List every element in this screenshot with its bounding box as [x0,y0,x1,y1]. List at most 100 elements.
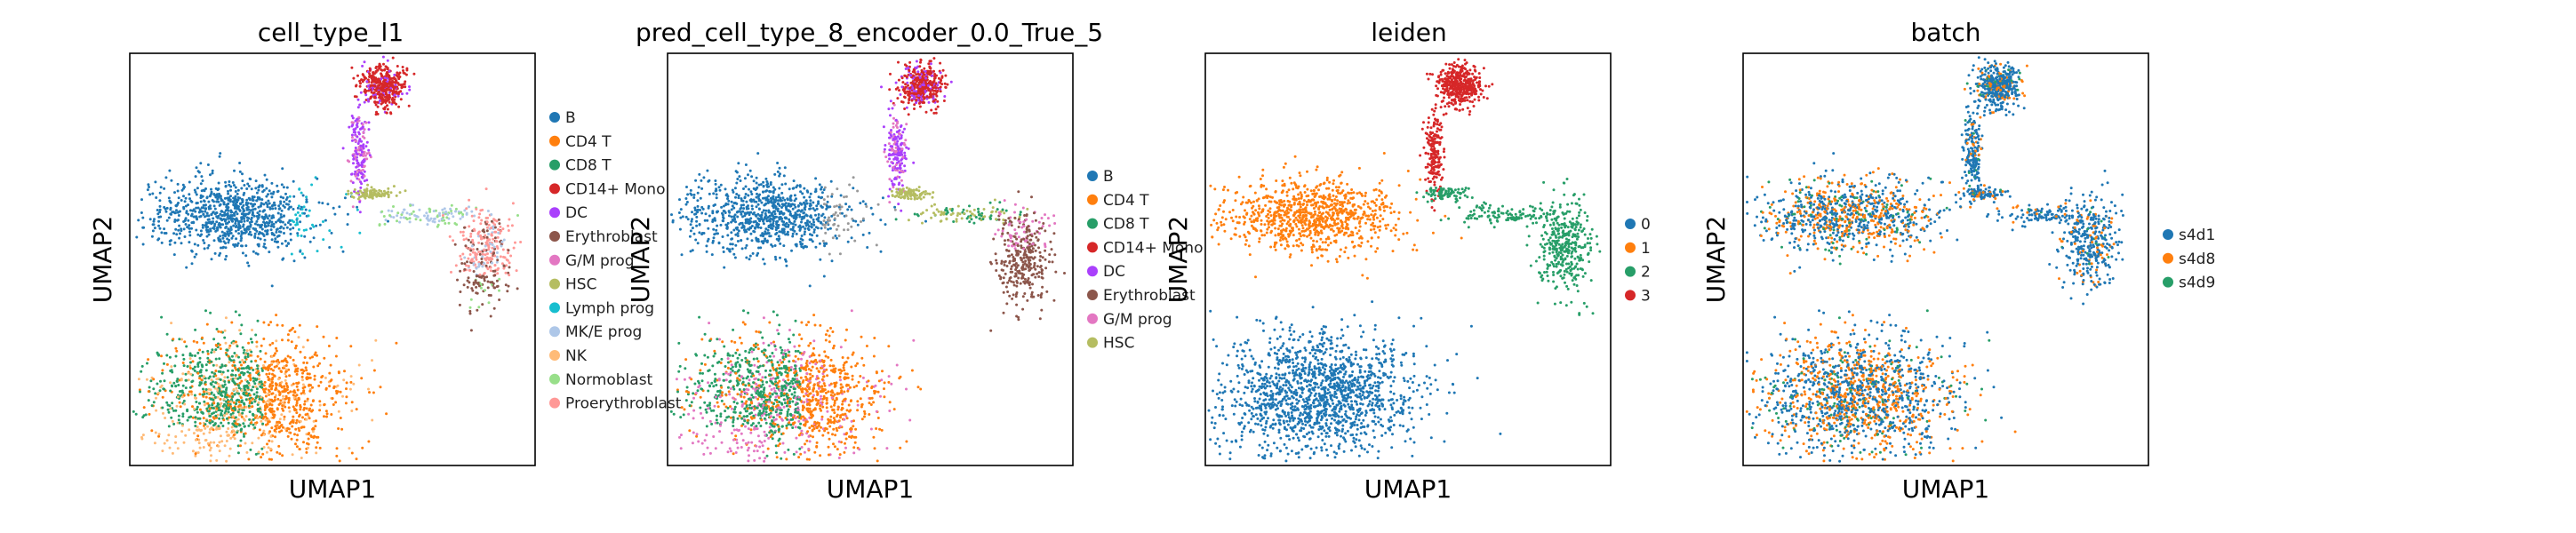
data-point [194,416,197,419]
data-point [178,236,181,240]
data-point [212,394,216,397]
data-point [354,174,357,178]
data-point [209,227,212,231]
data-point [836,224,840,227]
data-point [173,364,177,368]
data-point [306,338,309,342]
data-point [183,235,187,238]
data-point [370,95,373,99]
data-point [419,219,422,222]
data-point [695,215,699,219]
data-point [227,421,230,425]
data-point [405,218,409,221]
data-point [215,344,219,347]
data-point [710,253,714,257]
data-point [203,400,206,403]
data-point [681,215,684,219]
data-point [260,398,264,402]
data-point [188,354,192,357]
data-point [268,372,271,376]
data-point [783,223,787,227]
data-point [365,80,369,84]
data-point [247,404,251,408]
data-point [198,377,202,380]
data-point [268,189,271,193]
data-point [219,251,222,255]
data-point [174,227,178,231]
data-point [288,422,292,426]
data-point [814,226,818,229]
data-point [346,223,349,227]
data-point [305,378,308,381]
data-point [745,219,748,223]
data-point [253,207,257,211]
data-point [363,188,366,192]
data-point [292,227,295,230]
data-point [224,258,228,261]
data-point [176,447,180,450]
data-point [235,340,237,344]
data-point [356,106,360,109]
data-point [300,252,304,256]
data-point [306,442,308,445]
data-point [736,215,740,219]
data-point [398,220,402,224]
data-point [244,388,246,392]
data-point [209,311,212,314]
data-point [739,179,742,182]
data-point [387,187,390,190]
data-point [261,452,265,456]
data-point [198,235,202,237]
data-point [208,414,212,418]
data-point [281,407,284,410]
data-point [736,210,740,213]
data-point [387,195,390,199]
data-point [364,76,368,80]
data-point [245,198,249,202]
data-point [193,407,196,410]
data-point [244,398,248,402]
data-point [301,346,305,349]
data-point [916,99,920,102]
data-point [806,223,810,227]
data-point [492,282,495,285]
data-point [276,240,279,243]
data-point [158,191,162,195]
data-point [871,212,875,216]
data-point [315,446,318,449]
data-point [711,239,715,243]
data-point [372,369,376,372]
data-point [231,415,235,418]
data-point [689,229,692,233]
data-point [187,378,190,382]
data-point [306,372,309,376]
data-point [943,82,947,85]
data-point [905,146,908,149]
data-point [390,98,394,101]
data-point [499,255,502,259]
data-point [800,203,804,206]
data-point [253,222,257,226]
data-point [206,163,210,166]
data-point [412,203,414,207]
data-point [680,253,684,257]
data-point [265,372,268,376]
data-point [332,403,335,406]
data-point [247,185,251,187]
data-point [372,71,375,74]
data-point [202,239,205,242]
data-point [224,316,228,320]
data-point [685,186,688,188]
data-point [295,402,299,405]
data-point [303,356,307,359]
data-point [219,226,222,229]
data-point [246,182,250,186]
data-point [789,221,793,225]
data-point [879,250,883,253]
data-point [677,211,681,214]
data-point [468,205,470,209]
data-point [767,224,771,227]
data-point [739,207,742,211]
data-point [772,204,776,208]
